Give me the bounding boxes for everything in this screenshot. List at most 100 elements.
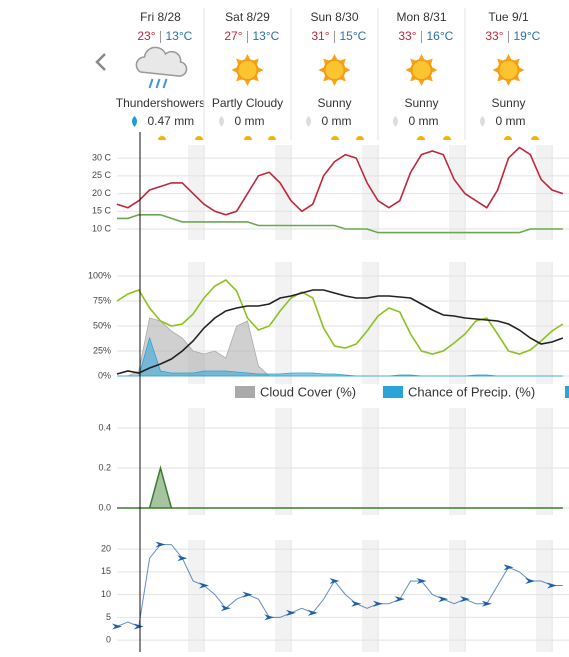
rain-drop [162,78,168,89]
sun-ray [410,75,416,82]
day-condition: Sunny [404,96,438,110]
sun-ray [492,67,498,73]
legend-swatch-cut [565,386,569,398]
sun-ray [505,54,512,60]
sun-ray [432,67,438,73]
y-tick-label: 10 [101,589,111,599]
wind-marker [264,614,275,621]
wind-marker [481,600,492,607]
day-date: Sun 8/30 [310,10,358,24]
sun-ray [427,75,433,82]
night-band [362,540,379,652]
y-tick-label: 25 C [92,170,112,180]
wind-marker [503,564,514,571]
legend-swatch [383,386,403,398]
y-tick-label: 10 C [92,223,112,233]
sun-ray [323,58,329,65]
line [116,544,563,628]
sun-core [323,59,346,81]
night-band [536,408,553,515]
sun-marker [531,136,539,140]
sun-ray [253,58,259,65]
y-tick-label: 75% [93,295,111,305]
precip-drop [393,116,398,127]
sun-ray [514,75,520,82]
sun-icon [318,54,351,86]
day-high: 23° [137,29,155,43]
plot-bg [117,540,569,652]
sun-ray [258,67,264,73]
sun-ray [244,80,251,86]
wind-marker [286,609,296,616]
rain-drop [148,78,154,89]
day-low: 15°C [340,29,367,43]
wind-marker [155,541,166,548]
rain-icon [135,46,188,89]
night-band [362,262,379,384]
sun-ray [405,67,411,73]
day-date: Tue 9/1 [488,10,529,24]
night-band [275,540,292,652]
night-band [449,262,466,384]
sun-marker [417,136,425,140]
wind-marker [307,609,318,616]
prev-arrow[interactable] [95,53,106,71]
day-high: 33° [398,29,416,43]
sun-ray [340,75,346,82]
area [117,336,563,377]
sun-icon [231,54,264,86]
wind-marker [416,577,427,584]
precip-drop [480,116,485,127]
sun-ray [427,58,433,65]
sun-marker [504,136,512,140]
sun-ray [497,75,503,82]
y-tick-label: 50% [93,320,111,330]
line [116,289,564,375]
y-tick-label: 25% [93,345,111,355]
legend-label: Cloud Cover (%) [260,384,356,399]
day-low: 13°C [166,29,193,43]
wind-marker [394,596,405,603]
sun-ray [418,54,425,60]
day-condition: Thundershowers [116,96,205,110]
y-tick-label: 5 [106,612,111,622]
rain-drop [155,78,161,89]
y-tick-label: 0 [106,635,111,645]
y-tick-label: 30 C [92,152,112,162]
sun-ray [236,58,242,65]
day-low: 13°C [253,29,280,43]
day-high: 27° [224,29,242,43]
sun-ray [231,67,237,73]
plot-bg [117,408,569,515]
y-tick-label: 0.4 [98,422,111,432]
sun-core [497,59,520,81]
wind-marker [199,582,209,589]
night-band [188,145,205,240]
day-date: Fri 8/28 [140,10,181,24]
night-band [536,262,553,384]
precip-drop [306,116,311,127]
wind-marker [438,596,449,603]
y-tick-label: 20 [101,543,111,553]
day-precip: 0 mm [409,114,439,128]
sun-ray [244,54,251,60]
day-condition: Sunny [491,96,525,110]
night-band [536,145,553,240]
sun-marker [443,136,451,140]
wind-marker [525,577,536,584]
sun-core [236,59,259,81]
line [117,214,563,234]
sun-ray [418,80,425,86]
sun-core [410,59,433,81]
night-band [188,540,205,652]
sun-ray [340,58,346,65]
sun-ray [323,75,329,82]
y-tick-label: 15 C [92,206,112,216]
sun-marker [158,136,166,140]
sun-ray [514,58,520,65]
sun-ray [505,80,512,86]
day-low: 16°C [427,29,454,43]
day-precip: 0 mm [235,114,265,128]
